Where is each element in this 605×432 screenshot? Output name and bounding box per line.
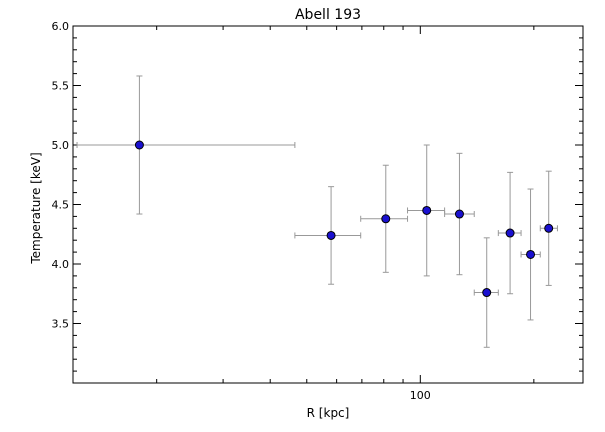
data-point [134, 140, 144, 150]
x-axis-tick-labels: 100 [410, 389, 431, 402]
data-point [482, 288, 492, 298]
y-axis-ticks [73, 25, 583, 384]
y-tick-label: 5.5 [52, 80, 70, 93]
error-bars [76, 75, 558, 348]
y-axis-tick-labels: 3.5 4.0 4.5 5.0 5.5 6.0 [52, 20, 70, 331]
y-axis-label: Temperature [keV] [29, 152, 43, 264]
y-tick-label: 4.5 [52, 199, 70, 212]
data-point [454, 209, 464, 219]
plot-border [72, 25, 584, 384]
data-point [505, 228, 515, 238]
chart-title: Abell 193 [295, 7, 361, 23]
y-tick-label: 6.0 [52, 20, 70, 33]
data-point [422, 205, 432, 215]
y-tick-label: 3.5 [52, 318, 70, 331]
x-axis-label: R [kpc] [307, 406, 350, 420]
data-point [381, 214, 391, 224]
data-point [326, 230, 336, 240]
errorbar [76, 75, 296, 215]
data-point [544, 223, 554, 233]
data-point [526, 249, 536, 259]
x-axis-ticks [156, 26, 535, 383]
y-tick-label: 5.0 [52, 139, 70, 152]
x-tick-label: 100 [410, 389, 431, 402]
y-tick-label: 4.0 [52, 258, 70, 271]
plot-frame [72, 25, 584, 384]
data-points [134, 140, 554, 298]
